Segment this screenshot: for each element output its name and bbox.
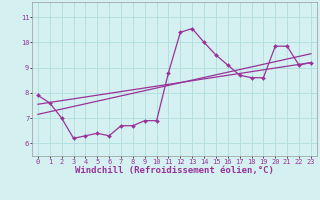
X-axis label: Windchill (Refroidissement éolien,°C): Windchill (Refroidissement éolien,°C) bbox=[75, 166, 274, 175]
